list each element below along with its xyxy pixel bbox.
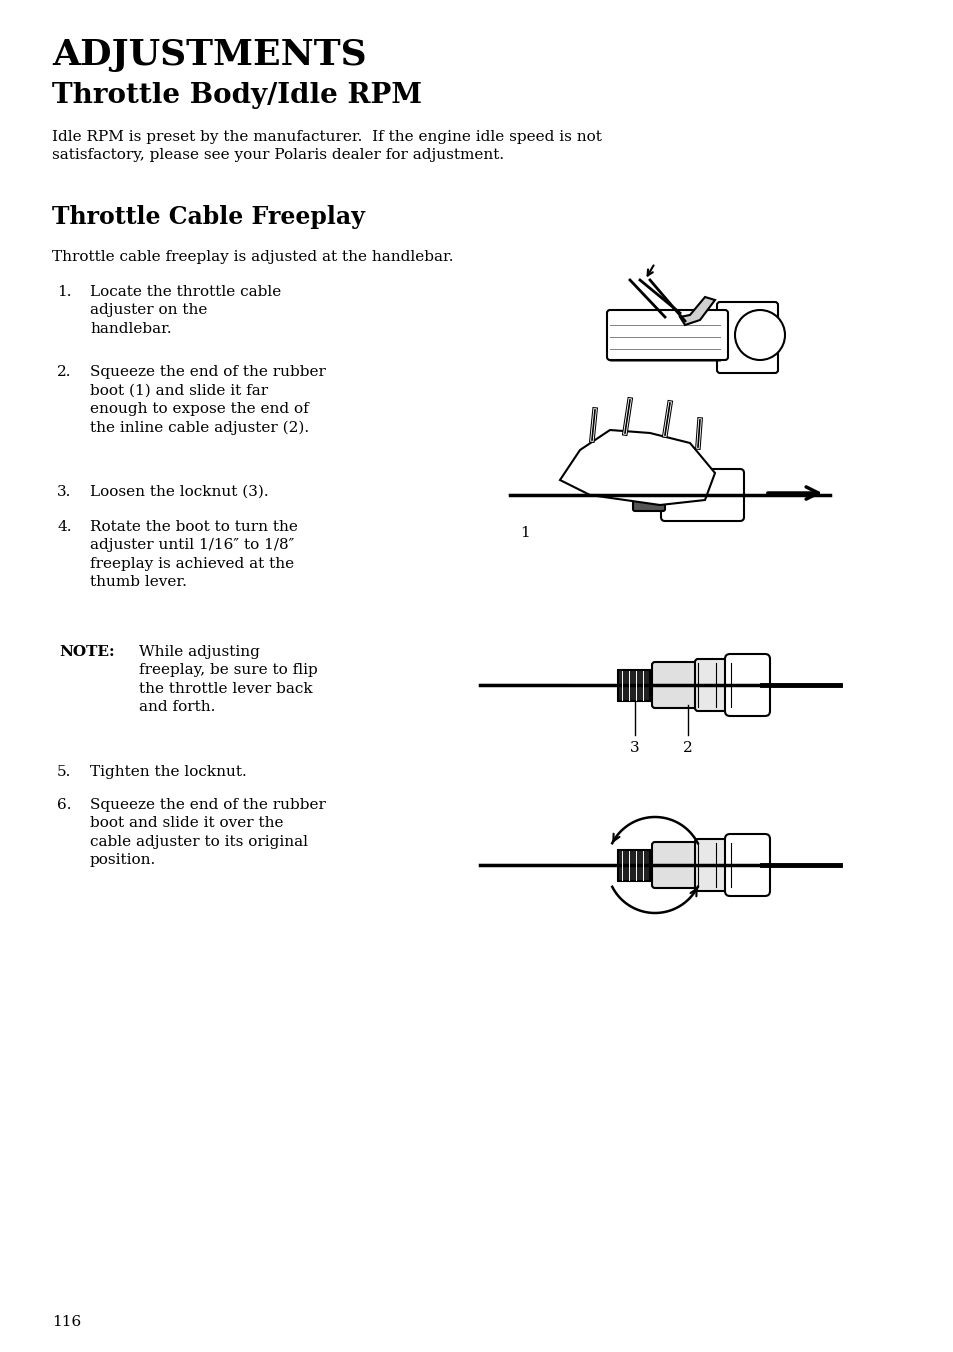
FancyBboxPatch shape (724, 654, 769, 717)
FancyBboxPatch shape (618, 849, 649, 880)
Text: Idle RPM is preset by the manufacturer.  If the engine idle speed is not
satisfa: Idle RPM is preset by the manufacturer. … (52, 130, 601, 162)
FancyBboxPatch shape (618, 669, 649, 700)
Text: Rotate the boot to turn the
adjuster until 1/16″ to 1/8″
freeplay is achieved at: Rotate the boot to turn the adjuster unt… (90, 521, 297, 589)
Text: 2: 2 (682, 741, 692, 754)
Text: Locate the throttle cable
adjuster on the
handlebar.: Locate the throttle cable adjuster on th… (90, 285, 281, 335)
Polygon shape (679, 297, 714, 324)
Text: Loosen the locknut (3).: Loosen the locknut (3). (90, 485, 269, 499)
Text: 1.: 1. (57, 285, 71, 299)
Text: Tighten the locknut.: Tighten the locknut. (90, 765, 247, 779)
Polygon shape (559, 430, 714, 506)
Text: NOTE:: NOTE: (59, 645, 114, 658)
Text: Squeeze the end of the rubber
boot and slide it over the
cable adjuster to its o: Squeeze the end of the rubber boot and s… (90, 798, 326, 867)
Text: 4.: 4. (57, 521, 71, 534)
Text: 3: 3 (630, 741, 639, 754)
FancyBboxPatch shape (651, 842, 702, 888)
FancyBboxPatch shape (660, 469, 743, 521)
Circle shape (734, 310, 784, 360)
Text: Throttle cable freeplay is adjusted at the handlebar.: Throttle cable freeplay is adjusted at t… (52, 250, 453, 264)
FancyBboxPatch shape (651, 662, 702, 708)
Text: Throttle Body/Idle RPM: Throttle Body/Idle RPM (52, 82, 421, 110)
Text: 2.: 2. (57, 365, 71, 379)
Text: 116: 116 (52, 1315, 81, 1329)
FancyBboxPatch shape (724, 834, 769, 896)
FancyBboxPatch shape (633, 479, 664, 511)
Text: Throttle Cable Freeplay: Throttle Cable Freeplay (52, 206, 364, 228)
FancyBboxPatch shape (695, 658, 735, 711)
Text: While adjusting
freeplay, be sure to flip
the throttle lever back
and forth.: While adjusting freeplay, be sure to fli… (139, 645, 317, 714)
Text: 3.: 3. (57, 485, 71, 499)
Text: 6.: 6. (57, 798, 71, 813)
FancyBboxPatch shape (717, 301, 778, 373)
FancyBboxPatch shape (606, 310, 727, 360)
Text: ADJUSTMENTS: ADJUSTMENTS (52, 38, 366, 72)
Text: Squeeze the end of the rubber
boot (1) and slide it far
enough to expose the end: Squeeze the end of the rubber boot (1) a… (90, 365, 326, 435)
Text: 5.: 5. (57, 765, 71, 779)
FancyBboxPatch shape (695, 840, 735, 891)
Text: 1: 1 (519, 526, 529, 539)
